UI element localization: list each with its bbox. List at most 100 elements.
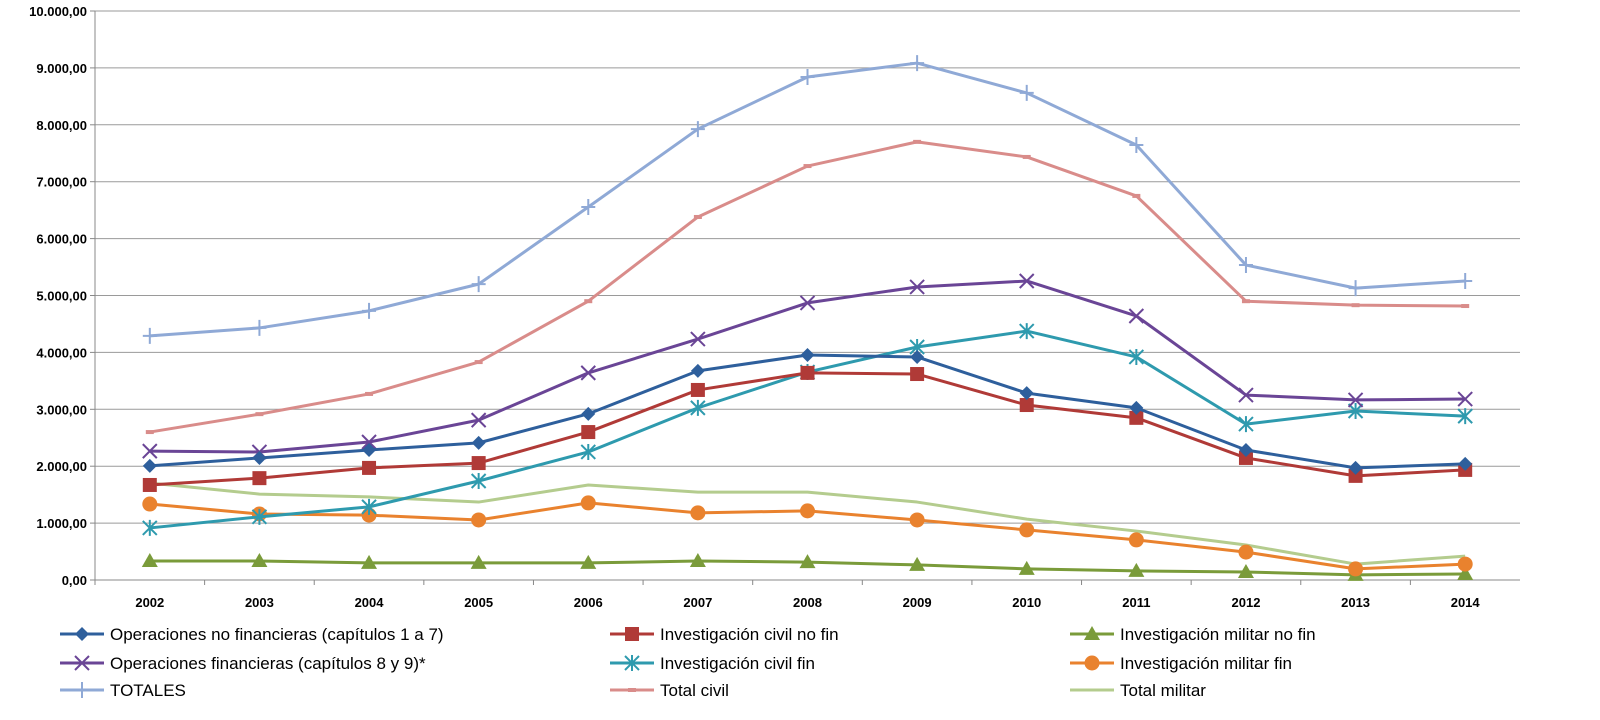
y-tick-label: 2.000,00	[36, 459, 87, 474]
data-point	[361, 498, 377, 515]
data-point	[470, 554, 487, 569]
data-point	[1019, 323, 1035, 340]
y-tick-label: 0,00	[62, 573, 87, 588]
data-point	[141, 552, 158, 567]
y-tick-label: 1.000,00	[36, 516, 87, 531]
data-point	[1129, 410, 1144, 425]
data-point	[361, 554, 378, 569]
data-point	[251, 508, 268, 525]
data-point	[800, 69, 815, 86]
y-tick-label: 10.000,00	[29, 4, 87, 19]
series-5	[142, 495, 1473, 577]
legend-label: Investigación militar fin	[1120, 654, 1292, 673]
data-point	[361, 434, 377, 450]
legend-marker	[625, 627, 639, 641]
data-point	[1237, 564, 1254, 579]
series-3	[142, 273, 1473, 460]
x-tick-label: 2012	[1232, 595, 1261, 610]
y-tick-label: 9.000,00	[36, 61, 87, 76]
data-point	[142, 496, 158, 512]
data-point	[1458, 456, 1473, 471]
data-point	[581, 425, 596, 440]
data-point	[142, 458, 157, 473]
data-point	[909, 556, 926, 571]
x-tick-label: 2010	[1012, 595, 1041, 610]
x-tick-label: 2004	[355, 595, 385, 610]
data-point	[1129, 400, 1144, 415]
legend-marker	[1084, 655, 1100, 671]
data-point	[1019, 398, 1034, 413]
x-tick-label: 2005	[464, 595, 493, 610]
legend-item: Operaciones no financieras (capítulos 1 …	[60, 625, 444, 644]
data-point	[909, 512, 925, 528]
data-point	[470, 472, 487, 489]
data-point	[471, 276, 486, 293]
data-point	[1238, 544, 1254, 560]
legend-marker	[75, 627, 89, 641]
data-point	[142, 519, 158, 536]
legend-item: Operaciones financieras (capítulos 8 y 9…	[60, 654, 426, 673]
data-point	[800, 503, 815, 519]
legend-item: Investigación civil no fin	[610, 625, 839, 644]
series-7	[145, 139, 1470, 435]
data-point	[471, 512, 487, 528]
legend-item: Total civil	[610, 681, 729, 700]
data-point	[471, 435, 486, 450]
data-point	[800, 365, 815, 380]
data-point	[1128, 348, 1145, 365]
legend-marker	[1084, 626, 1100, 640]
legend-item: Investigación militar no fin	[1070, 625, 1316, 644]
data-point	[1238, 257, 1253, 274]
data-point	[1019, 273, 1035, 289]
legend-label: Investigación civil no fin	[660, 625, 839, 644]
data-point	[581, 199, 596, 216]
data-point	[1347, 392, 1364, 408]
data-point	[252, 471, 267, 486]
data-point	[690, 505, 706, 521]
data-point	[1348, 460, 1363, 475]
legend-label: Total civil	[660, 681, 729, 700]
data-point	[1457, 391, 1473, 407]
data-point	[580, 495, 596, 511]
data-point	[1018, 560, 1035, 575]
data-point	[470, 412, 487, 428]
data-point	[252, 450, 267, 465]
data-point	[362, 460, 377, 475]
data-point	[1128, 562, 1145, 577]
data-point	[362, 302, 377, 319]
legend-label: Operaciones no financieras (capítulos 1 …	[110, 625, 444, 644]
data-point	[1238, 450, 1253, 465]
data-point	[690, 331, 706, 347]
data-point	[580, 365, 596, 381]
data-point	[800, 347, 815, 362]
y-tick-label: 6.000,00	[36, 232, 87, 247]
data-point	[580, 443, 596, 460]
data-point	[252, 319, 267, 336]
data-point	[799, 295, 816, 311]
legend-label: Investigación militar no fin	[1120, 625, 1316, 644]
data-point	[689, 552, 706, 567]
data-point	[1348, 468, 1363, 483]
data-point	[1128, 308, 1145, 324]
data-point	[1457, 556, 1473, 572]
series-2	[141, 552, 1474, 581]
legend-item: Total militar	[1070, 681, 1206, 700]
legend-label: Total militar	[1120, 681, 1206, 700]
y-tick-label: 7.000,00	[36, 175, 87, 190]
data-point	[1238, 416, 1254, 433]
data-point	[1458, 272, 1473, 289]
x-tick-label: 2011	[1122, 595, 1150, 610]
x-tick-label: 2014	[1451, 595, 1481, 610]
data-point	[910, 349, 925, 364]
data-point	[362, 442, 377, 457]
data-point	[251, 552, 268, 567]
data-point	[1348, 280, 1363, 297]
data-point	[909, 279, 925, 295]
data-point	[1457, 408, 1473, 425]
data-point	[1019, 84, 1034, 101]
data-point	[1238, 387, 1254, 403]
y-tick-label: 4.000,00	[36, 345, 87, 360]
data-point	[910, 55, 925, 72]
data-point	[1019, 386, 1034, 401]
data-point	[471, 456, 486, 471]
